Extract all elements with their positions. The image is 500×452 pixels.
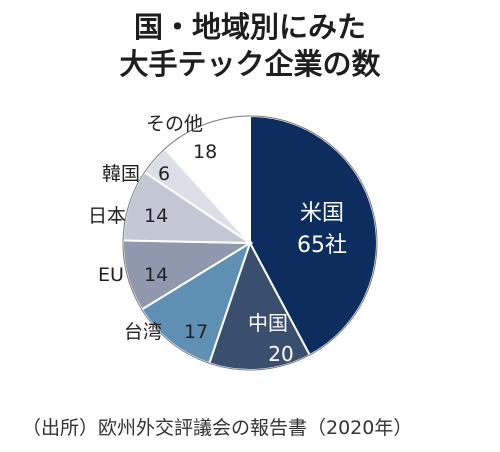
slice-value-0: 65社 [297, 233, 347, 258]
slice-label-5: 韓国 [102, 163, 140, 185]
slice-value-4: 14 [144, 205, 168, 227]
slice-value-5: 6 [158, 163, 170, 185]
chart-title-line-1: 国・地域別にみた [133, 10, 366, 44]
slice-label-2: 台湾 [124, 321, 162, 343]
slice-label-4: 日本 [88, 205, 126, 227]
source-note: （出所）欧州外交評議会の報告書（2020年） [22, 417, 413, 439]
slice-value-2: 17 [184, 321, 208, 343]
slice-label-6: その他 [146, 113, 203, 135]
slice-value-6: 18 [193, 141, 217, 163]
slice-value-3: 14 [144, 264, 168, 286]
pie-outline [122, 115, 378, 371]
slice-label-1: 中国 [248, 311, 288, 335]
slice-label-3: EU [98, 264, 124, 286]
slice-value-1: 20 [268, 342, 293, 366]
chart-title-line-2: 大手テック企業の数 [119, 47, 381, 81]
slice-label-0: 米国 [300, 201, 344, 226]
